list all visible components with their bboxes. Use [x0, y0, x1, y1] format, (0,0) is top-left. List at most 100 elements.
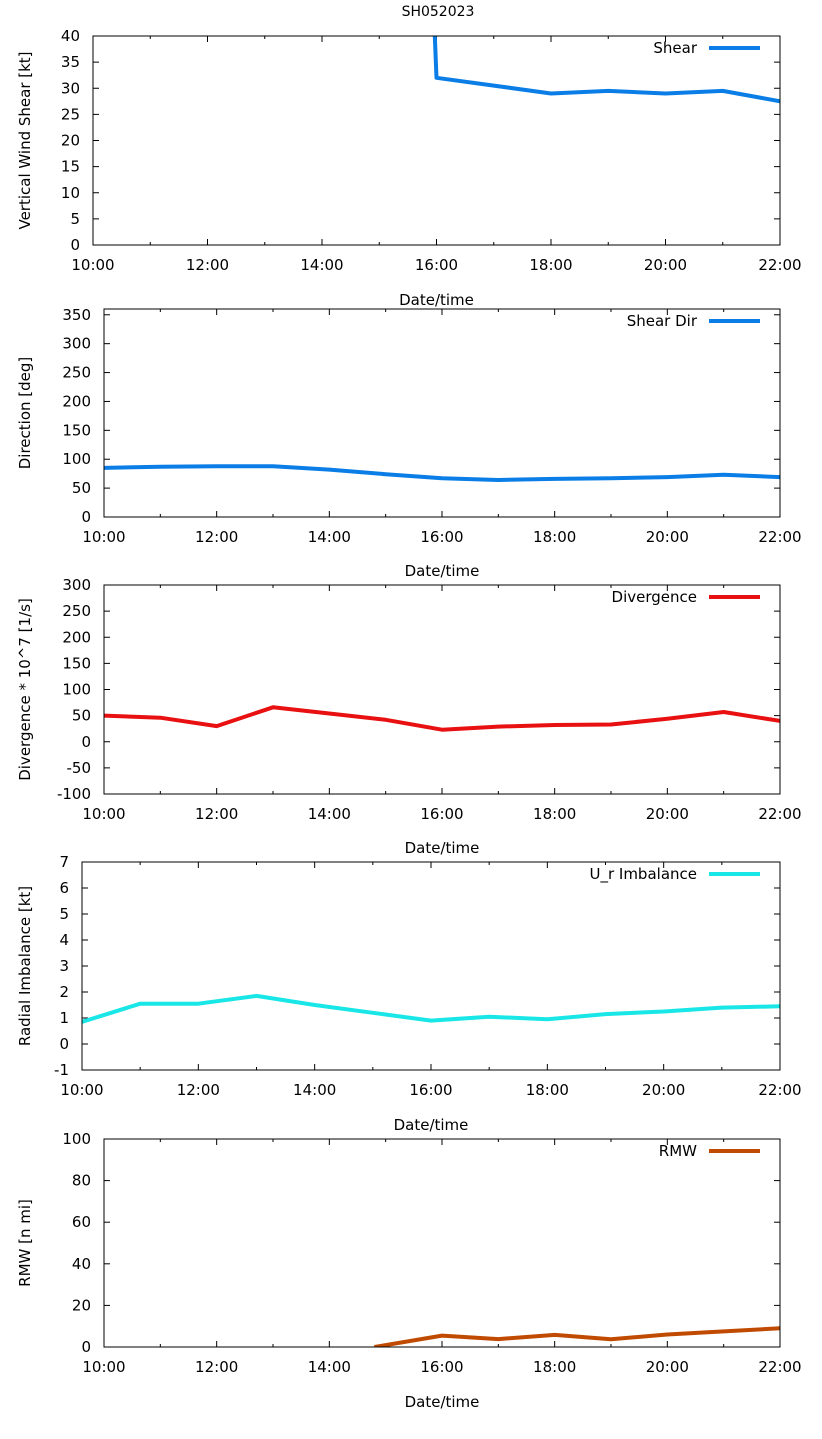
x-axis-label: Date/time: [405, 839, 480, 857]
y-tick-label: 80: [72, 1172, 91, 1190]
x-tick-label: 14:00: [293, 1081, 336, 1099]
chart-panel-1: 0 5 10 15 20 25 30 35 40 10:00 12:00 14:00 16:00 18:0…: [16, 27, 802, 309]
y-tick-label: 4: [59, 931, 69, 949]
y-tick-label: -50: [67, 759, 92, 777]
x-tick-label: 18:00: [533, 805, 576, 823]
y-tick-label: 150: [62, 421, 91, 439]
x-tick-label: 20:00: [646, 805, 689, 823]
y-tick-label: 1: [59, 1009, 69, 1027]
y-tick-label: 5: [70, 210, 80, 228]
y-tick-label: 0: [81, 508, 91, 526]
legend-label: Shear Dir: [627, 312, 698, 330]
legend-label: Shear: [653, 39, 697, 57]
y-tick-label: 0: [81, 1338, 91, 1356]
x-tick-label: 20:00: [646, 1358, 689, 1376]
plot-frame: [81, 861, 781, 1071]
plot-frame: [92, 35, 781, 246]
series-line-shear-dir: [104, 464, 780, 482]
x-tick-label: 22:00: [758, 1358, 801, 1376]
y-tick-label: -100: [57, 785, 91, 803]
x-tick-label: 12:00: [186, 256, 229, 274]
y-tick-label: 50: [72, 707, 91, 725]
x-tick-label: 16:00: [420, 528, 463, 546]
y-tick-label: 20: [72, 1296, 91, 1314]
x-tick-label: 22:00: [758, 1081, 801, 1099]
y-tick-label: 3: [59, 957, 69, 975]
y-tick-label: 50: [72, 479, 91, 497]
legend-label: U_r Imbalance: [589, 865, 697, 884]
x-tick-label: 14:00: [308, 528, 351, 546]
figure-title: SH052023: [402, 4, 475, 20]
x-tick-label: 10:00: [82, 528, 125, 546]
x-tick-label: 18:00: [533, 1358, 576, 1376]
y-axis-label: Radial Imbalance [kt]: [16, 886, 34, 1046]
x-tick-label: 14:00: [308, 1358, 351, 1376]
y-tick-label: 7: [59, 853, 69, 871]
y-tick-label: 100: [62, 1130, 91, 1148]
y-tick-label: 15: [61, 158, 80, 176]
x-tick-label: 14:00: [308, 805, 351, 823]
x-tick-label: 18:00: [529, 256, 572, 274]
chart-panel-4: -1 0 1 2 3 4 5 6 7 10:00 12:00 14:00 16:00 18:00 20:00…: [16, 853, 802, 1134]
x-axis-label: Date/time: [394, 1116, 469, 1134]
y-tick-label: 60: [72, 1213, 91, 1231]
chart-panel-5: 0 20 40 60 80 100 10:00 12:00 14:00 16:00 18:00 20:…: [16, 1130, 802, 1411]
x-tick-label: 12:00: [195, 1358, 238, 1376]
x-tick-label: 16:00: [415, 256, 458, 274]
x-tick-label: 10:00: [82, 1358, 125, 1376]
series-line-rmw: [374, 1326, 780, 1347]
series-line-shear: [432, 36, 780, 104]
y-tick-label: 0: [81, 733, 91, 751]
x-tick-label: 22:00: [758, 528, 801, 546]
x-tick-label: 18:00: [533, 528, 576, 546]
y-tick-label: -1: [54, 1061, 69, 1079]
legend-label: Divergence: [612, 588, 697, 606]
y-tick-label: 350: [62, 306, 91, 324]
y-tick-label: 250: [62, 364, 91, 382]
y-tick-label: 150: [62, 654, 91, 672]
x-tick-label: 16:00: [420, 1358, 463, 1376]
y-axis-label: Divergence * 10^7 [1/s]: [16, 598, 34, 781]
x-tick-label: 22:00: [758, 805, 801, 823]
plot-frame: [103, 308, 781, 518]
y-tick-label: 30: [61, 79, 80, 97]
chart-panel-3: -100 -50 0 50 100 150 200 250 300 10:00 12:00 14:00…: [16, 576, 802, 857]
y-tick-label: 10: [61, 184, 80, 202]
x-tick-label: 20:00: [642, 1081, 685, 1099]
y-tick-label: 6: [59, 879, 69, 897]
x-tick-label: 16:00: [420, 805, 463, 823]
chart-panel-2: 0 50 100 150 200 250 300 350 10:00 12:00 14:00 16:0…: [16, 306, 802, 580]
x-tick-label: 22:00: [758, 256, 801, 274]
x-axis-label: Date/time: [405, 562, 480, 580]
y-axis-label: RMW [n mi]: [16, 1199, 34, 1287]
y-tick-label: 40: [72, 1255, 91, 1273]
x-axis-label: Date/time: [399, 291, 474, 309]
x-tick-label: 10:00: [60, 1081, 103, 1099]
y-tick-label: 2: [59, 983, 69, 1001]
y-tick-label: 25: [61, 105, 80, 123]
y-tick-label: 40: [61, 27, 80, 45]
y-tick-label: 300: [62, 335, 91, 353]
y-tick-label: 200: [62, 628, 91, 646]
x-tick-label: 16:00: [409, 1081, 452, 1099]
x-tick-label: 14:00: [300, 256, 343, 274]
plot-frame: [103, 584, 781, 795]
x-tick-label: 10:00: [71, 256, 114, 274]
y-tick-label: 0: [59, 1035, 69, 1053]
y-axis-label: Vertical Wind Shear [kt]: [16, 51, 34, 229]
legend-label: RMW: [659, 1142, 697, 1160]
y-tick-label: 250: [62, 602, 91, 620]
series-line-u-r-imbalance: [82, 993, 780, 1024]
x-tick-label: 18:00: [526, 1081, 569, 1099]
x-tick-label: 12:00: [195, 528, 238, 546]
y-tick-label: 100: [62, 681, 91, 699]
y-tick-label: 0: [70, 236, 80, 254]
y-tick-label: 5: [59, 905, 69, 923]
y-axis-label: Direction [deg]: [16, 357, 34, 470]
x-tick-label: 12:00: [195, 805, 238, 823]
y-tick-label: 200: [62, 392, 91, 410]
series-line-divergence: [104, 705, 780, 732]
x-tick-label: 20:00: [644, 256, 687, 274]
x-tick-label: 12:00: [177, 1081, 220, 1099]
